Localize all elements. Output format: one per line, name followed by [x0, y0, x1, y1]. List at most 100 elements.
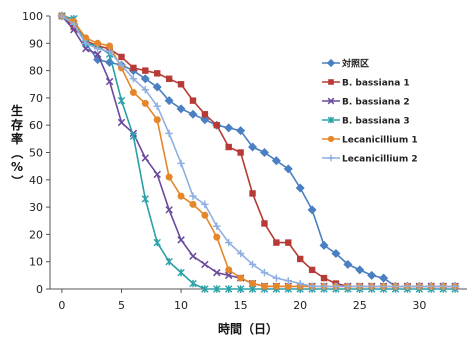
data-point: [129, 88, 137, 96]
series-5: [58, 12, 459, 290]
y-axis-title-char: ）: [10, 175, 25, 187]
data-point: [355, 265, 365, 275]
data-point: [189, 192, 197, 200]
legend-item: B. bassiana 2: [322, 98, 410, 108]
x-tick-label: 25: [353, 299, 367, 312]
data-point: [356, 282, 364, 290]
data-point: [130, 64, 137, 72]
data-point: [308, 282, 316, 290]
data-point: [117, 96, 126, 105]
data-point: [248, 142, 258, 152]
data-point: [141, 86, 150, 94]
data-point: [224, 123, 234, 133]
data-point: [177, 81, 185, 88]
data-point: [201, 111, 209, 118]
data-point: [451, 282, 459, 290]
legend: 対照区 B. bassiana 1 B. bassiana 2 B. bassiana…: [322, 58, 418, 165]
data-point: [415, 282, 424, 290]
data-point: [272, 274, 281, 282]
data-point: [403, 282, 412, 290]
data-point: [249, 280, 257, 288]
data-point: [271, 156, 281, 166]
legend-label: Lecanicillium 1: [342, 136, 418, 146]
legend-label: Lecanicillium 2: [342, 155, 418, 165]
data-point: [367, 282, 376, 290]
series-line: [61, 15, 456, 288]
y-tick-label: 60: [29, 119, 43, 132]
data-point: [213, 285, 221, 293]
data-point: [213, 268, 221, 277]
y-axis-title-char: 率: [11, 131, 23, 146]
data-point: [189, 97, 197, 104]
data-point: [225, 238, 233, 247]
x-tick-label: 10: [174, 299, 188, 312]
legend-label: B. bassiana 1: [342, 79, 410, 89]
data-point: [307, 205, 317, 215]
data-point: [177, 236, 185, 244]
data-point: [141, 195, 150, 203]
data-point: [249, 190, 256, 197]
y-tick-label: 70: [29, 92, 43, 105]
data-point: [165, 258, 173, 266]
data-point: [141, 154, 150, 162]
data-point: [225, 285, 233, 293]
data-point: [297, 255, 304, 263]
data-point: [225, 266, 233, 274]
data-point: [237, 274, 245, 282]
data-point: [237, 149, 244, 156]
data-point: [106, 42, 114, 50]
data-point: [200, 115, 210, 125]
data-point: [261, 220, 268, 227]
legend-item: Lecanicillium 2: [322, 155, 418, 165]
data-point: [177, 268, 185, 277]
data-point: [439, 282, 447, 290]
data-point: [391, 282, 400, 290]
data-point: [140, 74, 150, 84]
x-axis-title: 時間（日）: [218, 321, 278, 336]
data-point: [165, 206, 173, 214]
data-point: [176, 104, 186, 114]
data-point: [273, 239, 280, 246]
data-point: [236, 285, 245, 293]
y-tick-label: 20: [29, 228, 43, 241]
y-tick-label: 100: [22, 10, 43, 23]
data-point: [93, 50, 102, 58]
data-point: [153, 238, 161, 247]
data-point: [188, 109, 198, 119]
data-point: [165, 75, 173, 82]
data-point: [308, 266, 316, 274]
data-point: [165, 129, 173, 138]
data-point: [201, 260, 209, 269]
y-tick-label: 10: [29, 256, 43, 269]
x-tick-label: 30: [412, 299, 426, 312]
data-point: [201, 211, 209, 219]
series-line: [61, 15, 456, 290]
data-point: [259, 147, 269, 158]
data-point: [328, 79, 334, 85]
data-point: [236, 249, 245, 258]
y-tick-label: 80: [29, 65, 43, 78]
data-point: [344, 282, 352, 290]
data-point: [327, 116, 335, 124]
data-point: [129, 75, 138, 83]
data-point: [58, 12, 66, 20]
data-point: [153, 170, 161, 179]
data-point: [296, 279, 304, 288]
data-point: [319, 240, 329, 250]
data-point: [213, 222, 221, 230]
data-point: [285, 239, 292, 246]
data-point: [327, 154, 335, 162]
data-point: [70, 20, 78, 28]
data-point: [225, 143, 232, 151]
data-point: [129, 132, 138, 140]
data-point: [331, 249, 341, 259]
legend-label: B. bassiana 2: [342, 98, 410, 108]
data-point: [283, 164, 293, 174]
data-point: [379, 282, 388, 290]
data-point: [82, 45, 90, 53]
data-point: [177, 192, 185, 200]
data-point: [153, 102, 161, 110]
data-point: [284, 282, 292, 290]
data-point: [327, 97, 335, 105]
data-point: [189, 279, 197, 288]
